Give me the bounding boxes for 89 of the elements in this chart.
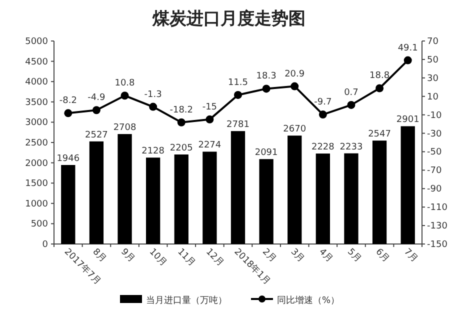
x-tick-label: 11月: [175, 247, 197, 269]
data-label: -1.3: [144, 90, 162, 100]
data-label: -9.7: [314, 98, 332, 108]
bar: [372, 140, 387, 244]
x-tick-label: 10月: [146, 247, 168, 269]
y2-tick-label: -30: [427, 129, 442, 140]
y2-tick-label: -10: [427, 110, 442, 121]
data-label: 2781: [226, 120, 250, 130]
point: [120, 92, 129, 100]
y2-tick-label: -50: [427, 148, 442, 158]
legend-label: 当月进口量（万吨）: [146, 295, 227, 306]
y2-tick-label: -110: [427, 203, 448, 214]
point: [290, 82, 299, 90]
data-label: 49.1: [398, 43, 418, 54]
x-tick-label: 7月: [402, 247, 420, 265]
y-tick-label: 4000: [25, 78, 48, 88]
point: [64, 109, 72, 118]
point: [149, 102, 158, 111]
data-label: 2274: [198, 140, 222, 151]
point: [262, 84, 270, 93]
data-label: 0.7: [344, 88, 358, 98]
x-tick-label: 6月: [373, 247, 391, 265]
x-tick-label: 4月: [316, 247, 334, 265]
bar: [174, 154, 188, 244]
bar: [288, 136, 302, 244]
data-label: 20.9: [284, 69, 305, 80]
data-label: 2547: [368, 130, 391, 140]
y-tick-label: 1000: [25, 199, 48, 210]
data-label: 2128: [142, 146, 165, 157]
point: [318, 110, 327, 119]
data-label: 2205: [170, 143, 193, 154]
legend-label: 同比增速（%）: [277, 295, 340, 306]
y-tick-label: 1500: [25, 179, 48, 190]
data-label: 11.5: [228, 78, 248, 88]
y-tick-label: 0: [42, 240, 48, 250]
y-tick-label: 2000: [25, 158, 48, 169]
point: [177, 118, 186, 126]
y2-tick-label: 10: [427, 92, 439, 102]
data-label: -4.9: [88, 93, 106, 104]
bar: [89, 141, 104, 244]
data-label: -8.2: [59, 96, 77, 106]
y2-tick-label: -130: [427, 222, 448, 232]
data-label: 1946: [56, 154, 80, 164]
x-tick-label: 2月: [260, 247, 278, 265]
data-label: 2233: [340, 142, 363, 152]
data-label: 2708: [113, 123, 136, 134]
y-tick-label: 2500: [25, 138, 48, 148]
y2-tick-label: 50: [427, 55, 439, 66]
bar: [344, 153, 358, 244]
point: [404, 56, 412, 64]
y-tick-label: 500: [30, 220, 48, 230]
data-label: 2670: [283, 124, 306, 135]
x-tick-label: 5月: [345, 247, 363, 265]
x-tick-label: 8月: [90, 247, 108, 265]
x-tick-label: 3月: [288, 247, 306, 265]
bar: [316, 154, 330, 244]
data-label: -18.2: [170, 105, 194, 116]
point: [92, 106, 100, 114]
data-label: 2091: [254, 148, 278, 158]
y2-tick-label: -150: [427, 240, 448, 250]
x-tick-label: 12月: [204, 247, 226, 269]
data-label: -15: [202, 102, 218, 112]
data-label: 18.3: [256, 72, 276, 82]
y-tick-label: 3500: [25, 98, 48, 108]
bar: [230, 131, 246, 244]
bar: [202, 152, 217, 244]
point: [347, 100, 356, 109]
point: [376, 84, 384, 92]
data-label: 2527: [85, 130, 108, 140]
y2-tick-label: 70: [427, 37, 439, 47]
y2-tick-label: 30: [427, 74, 439, 84]
point: [234, 90, 242, 99]
y2-tick-label: -90: [427, 184, 442, 195]
y-tick-label: 5000: [25, 37, 48, 47]
bar: [146, 158, 160, 244]
bar: [259, 159, 274, 244]
data-label: 18.8: [370, 71, 390, 82]
bar: [118, 134, 132, 244]
point: [206, 115, 214, 124]
x-tick-label: 9月: [118, 247, 136, 265]
y-tick-label: 4500: [25, 57, 48, 68]
bar: [61, 164, 76, 244]
data-label: 10.8: [114, 78, 136, 89]
chart-title: 煤炭进口月度走势图: [152, 9, 306, 29]
data-label: 2901: [396, 115, 420, 126]
y2-tick-label: -70: [427, 166, 442, 176]
y-tick-label: 3000: [25, 118, 48, 128]
data-label: 2228: [311, 142, 335, 153]
bar: [400, 126, 415, 244]
